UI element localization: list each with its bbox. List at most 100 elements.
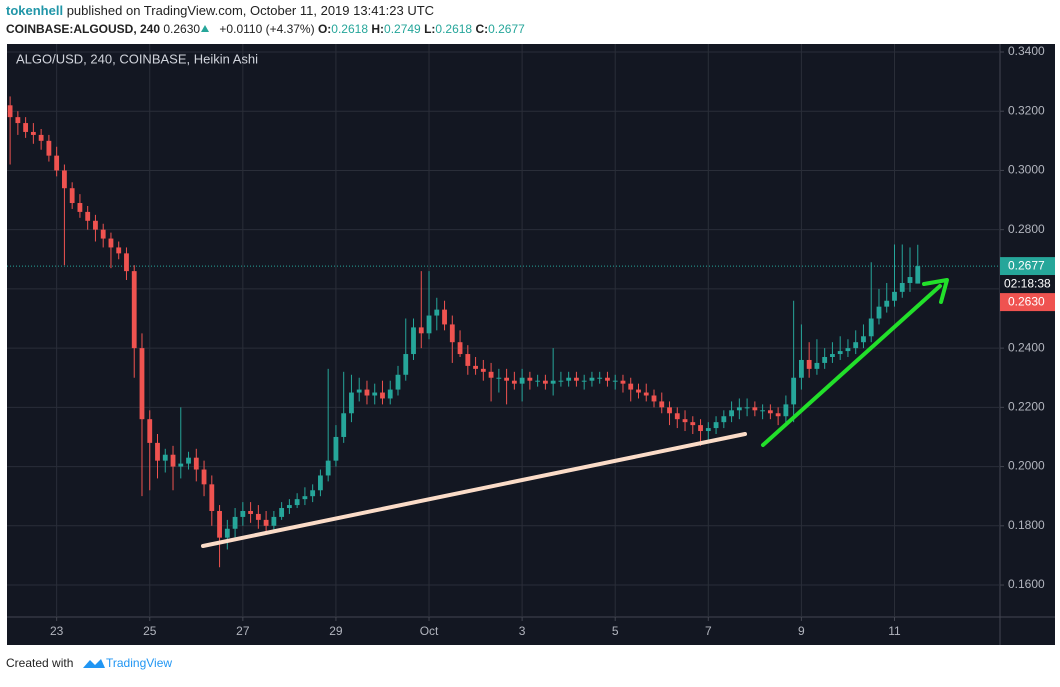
candle-body xyxy=(302,496,308,500)
candle-body xyxy=(558,380,564,382)
candle-body xyxy=(349,392,354,414)
candle-body xyxy=(767,410,773,414)
x-tick-label: 7 xyxy=(705,624,712,638)
x-tick-label: 29 xyxy=(329,624,343,638)
ohlc-value: 0.2749 xyxy=(384,22,421,36)
candle-body xyxy=(511,380,517,384)
candle-body xyxy=(116,247,122,254)
candle-body xyxy=(721,416,727,423)
candle-body xyxy=(504,377,510,381)
candle-body xyxy=(46,140,52,156)
ohlc-key: L: xyxy=(424,22,435,36)
candle-body xyxy=(473,365,478,369)
candle-body xyxy=(193,457,199,470)
candle-body xyxy=(201,469,207,485)
candle-body xyxy=(643,392,649,396)
ohlc-key: C: xyxy=(475,22,488,36)
candle-body xyxy=(294,499,300,506)
trend-arrow xyxy=(761,284,942,447)
candle-body xyxy=(155,442,160,461)
candle-body xyxy=(279,508,285,517)
chart-background xyxy=(7,44,1055,645)
y-tick-label: 0.2400 xyxy=(1008,340,1045,354)
up-icon xyxy=(201,25,209,32)
candle-body xyxy=(217,510,222,538)
candle-body xyxy=(535,380,541,382)
footer-brand[interactable]: TradingView xyxy=(106,656,172,670)
candle-body xyxy=(636,389,641,393)
candle-body xyxy=(744,407,750,409)
candle-body xyxy=(837,351,843,355)
candle-body xyxy=(729,410,734,417)
candle-body xyxy=(442,309,447,325)
candle-body xyxy=(791,377,797,405)
candle-body xyxy=(496,377,502,379)
candle-body xyxy=(527,377,533,381)
y-tick-label: 0.2800 xyxy=(1008,222,1045,236)
candle-body xyxy=(93,220,98,230)
candle-body xyxy=(426,315,432,334)
candle-body xyxy=(209,484,215,511)
y-tick-label: 0.2200 xyxy=(1008,400,1045,414)
y-tick-label: 0.2000 xyxy=(1008,459,1045,473)
change: +0.0110 (+4.37%) xyxy=(219,22,314,36)
candle-body xyxy=(395,374,401,390)
x-tick-label: 23 xyxy=(50,624,64,638)
countdown-box xyxy=(1000,275,1055,294)
price-marker-label: 0.2630 xyxy=(1008,294,1045,308)
candle-body xyxy=(139,348,145,420)
candle-body xyxy=(77,203,83,212)
candle-body xyxy=(628,383,634,390)
candle-body xyxy=(542,380,548,384)
candle-body xyxy=(411,327,416,355)
candles xyxy=(7,96,921,568)
candle-body xyxy=(674,413,680,420)
candle-body xyxy=(853,342,859,349)
candle-body xyxy=(240,510,246,517)
candle-body xyxy=(162,454,168,461)
candle-body xyxy=(845,348,851,352)
candle-body xyxy=(566,377,572,381)
ohlc-value: 0.2618 xyxy=(331,22,368,36)
candle-body xyxy=(667,407,672,414)
candle-body xyxy=(612,380,618,382)
candle-body xyxy=(38,134,44,141)
candle-body xyxy=(248,510,254,514)
symbol-line: COINBASE:ALGOUSD, 240 0.2630 +0.0110 (+4… xyxy=(6,22,525,36)
candle-body xyxy=(434,309,440,316)
candle-body xyxy=(387,389,393,399)
y-tick-label: 0.1800 xyxy=(1008,518,1045,532)
candle-body xyxy=(907,277,913,283)
x-tick-label: 25 xyxy=(143,624,157,638)
candle-body xyxy=(333,436,339,461)
candle-body xyxy=(325,460,331,476)
arrow-head xyxy=(922,278,949,304)
grid xyxy=(7,44,1000,617)
candle-body xyxy=(62,170,67,189)
candle-body xyxy=(690,422,696,426)
candle-body xyxy=(822,357,828,363)
candle-body xyxy=(519,377,525,384)
candle-body xyxy=(418,327,424,334)
candle-body xyxy=(7,105,13,118)
candle-body xyxy=(263,519,269,526)
candle-body xyxy=(682,419,688,423)
candle-body xyxy=(69,188,75,204)
candle-body xyxy=(372,392,378,396)
user[interactable]: tokenhell xyxy=(6,3,63,18)
header-line: tokenhell published on TradingView.com, … xyxy=(6,3,434,18)
candle-body xyxy=(286,505,292,509)
published: published on TradingView.com, October 11… xyxy=(67,3,434,18)
y-tick-label: 0.1600 xyxy=(1008,577,1045,591)
candle-body xyxy=(100,229,106,239)
candle-body xyxy=(783,404,789,417)
symbol: COINBASE:ALGOUSD, 240 xyxy=(6,22,160,36)
ohlc-key: O: xyxy=(318,22,331,36)
candle-body xyxy=(449,324,455,343)
candle-body xyxy=(364,389,370,396)
x-tick-label: 9 xyxy=(798,624,805,638)
price-marker xyxy=(1000,293,1055,312)
candle-body xyxy=(488,371,494,378)
x-tick-label: 5 xyxy=(612,624,619,638)
candle-body xyxy=(705,428,711,432)
